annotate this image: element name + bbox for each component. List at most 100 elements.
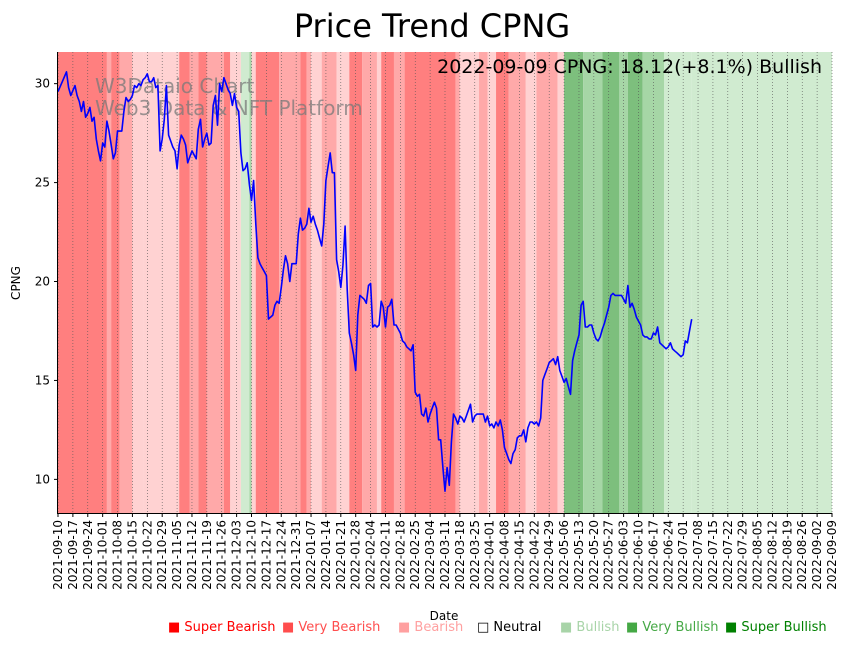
legend-item-very-bullish: ■ Very Bullish [626, 620, 718, 635]
sentiment-band-very-bearish [455, 52, 460, 513]
x-tick-label: 2022-08-26 [795, 520, 809, 590]
x-tick-label: 2021-12-17 [259, 520, 273, 590]
x-tick-label: 2022-05-13 [572, 520, 586, 590]
x-tick-label: 2021-11-26 [215, 520, 229, 590]
sentiment-band-bearish [132, 52, 144, 513]
x-axis-label: Date [430, 609, 459, 623]
x-tick-label: 2021-10-15 [125, 520, 139, 590]
watermark: W3Dataio Chart Web3 Data & NFT Platform [95, 74, 363, 120]
sentiment-band-super-bearish [111, 52, 120, 513]
sentiment-band-very-bearish [321, 52, 337, 513]
x-tick-label: 2022-03-25 [468, 520, 482, 590]
sentiment-band-bearish [459, 52, 480, 513]
legend-label: Bullish [576, 620, 620, 635]
legend-swatch-icon: ■ [725, 620, 742, 635]
sentiment-bands [58, 52, 832, 513]
legend-swatch-icon: ■ [168, 620, 185, 635]
sentiment-band-super-bullish [627, 52, 643, 513]
sentiment-band-bearish [251, 52, 256, 513]
y-tick-label: 10 [35, 472, 50, 486]
y-tick-label: 30 [35, 77, 50, 91]
date-gridlines [57, 52, 833, 513]
legend-item-very-bearish: ■ Very Bearish [282, 620, 380, 635]
y-axis-ticks: 10 15 20 25 30 [35, 77, 58, 486]
x-tick-label: 2022-07-22 [721, 520, 735, 590]
x-tick-label: 2021-10-29 [155, 520, 169, 590]
sentiment-band-very-bearish [206, 52, 224, 513]
legend-item-super-bearish: ■ Super Bearish [168, 620, 276, 635]
x-tick-label: 2022-03-11 [438, 520, 452, 590]
y-axis-label: CPNG [9, 266, 23, 300]
x-tick-label: 2022-05-20 [587, 520, 601, 590]
y-tick-label: 20 [35, 275, 50, 289]
x-tick-label: 2021-10-22 [140, 520, 154, 590]
x-tick-label: 2021-09-24 [81, 520, 95, 590]
chart-title: Price Trend CPNG [294, 7, 570, 45]
legend-item-neutral: □ Neutral [477, 620, 541, 635]
sentiment-band-bearish [336, 52, 350, 513]
sentiment-band-bearish [311, 52, 322, 513]
x-tick-label: 2022-02-25 [408, 520, 422, 590]
x-tick-label: 2021-10-08 [111, 520, 125, 590]
watermark-line-1: W3Dataio Chart [95, 74, 255, 98]
sentiment-band-super-bearish [300, 52, 307, 513]
sentiment-band-bullish [691, 52, 832, 513]
legend-label: Very Bullish [642, 620, 719, 635]
y-tick-label: 15 [35, 373, 50, 387]
x-tick-label: 2021-11-05 [170, 520, 184, 590]
legend: ■ Super Bearish ■ Very Bearish ■ Bearish □ … [0, 620, 848, 640]
x-tick-label: 2022-04-22 [527, 520, 541, 590]
x-tick-label: 2022-01-21 [334, 520, 348, 590]
watermark-line-2: Web3 Data & NFT Platform [95, 96, 363, 120]
x-tick-label: 2022-07-15 [706, 520, 720, 590]
x-tick-label: 2022-01-07 [304, 520, 318, 590]
legend-label: Super Bullish [741, 620, 827, 635]
x-tick-label: 2021-11-12 [185, 520, 199, 590]
x-tick-label: 2022-04-01 [483, 520, 497, 590]
x-tick-label: 2021-11-19 [200, 520, 214, 590]
legend-swatch-icon: ■ [560, 620, 577, 635]
legend-label: Super Bearish [184, 620, 276, 635]
x-tick-label: 2022-06-24 [661, 520, 675, 590]
sentiment-band-super-bearish [381, 52, 394, 513]
x-tick-label: 2021-12-31 [289, 520, 303, 590]
x-tick-label: 2022-08-05 [751, 520, 765, 590]
sentiment-band-very-bearish [279, 52, 301, 513]
sentiment-band-super-bearish [349, 52, 363, 513]
legend-item-bullish: ■ Bullish [560, 620, 619, 635]
sentiment-band-very-bearish [508, 52, 526, 513]
legend-label: Neutral [493, 620, 542, 635]
sentiment-band-very-bearish [189, 52, 199, 513]
sentiment-band-super-bearish [179, 52, 190, 513]
sentiment-band-very-bearish [479, 52, 488, 513]
x-tick-label: 2022-07-29 [736, 520, 750, 590]
x-tick-label: 2022-08-12 [765, 520, 779, 590]
sentiment-band-bearish [525, 52, 537, 513]
x-tick-label: 2021-12-24 [274, 520, 288, 590]
sentiment-band-bearish [230, 52, 241, 513]
x-tick-label: 2022-04-08 [498, 520, 512, 590]
sentiment-band-very-bearish [106, 52, 112, 513]
sentiment-band-very-bearish [393, 52, 405, 513]
x-tick-label: 2022-02-04 [364, 520, 378, 590]
sentiment-band-super-bearish [496, 52, 509, 513]
sentiment-band-very-bullish [619, 52, 628, 513]
sentiment-band-bullish [240, 52, 250, 513]
x-tick-label: 2022-02-11 [378, 520, 392, 590]
y-tick-label: 25 [35, 176, 50, 190]
x-tick-label: 2022-09-09 [825, 520, 839, 590]
sentiment-band-super-bullish [564, 52, 584, 513]
x-tick-label: 2022-01-28 [349, 520, 363, 590]
legend-swatch-icon: ■ [626, 620, 643, 635]
x-tick-label: 2022-08-19 [780, 520, 794, 590]
sentiment-band-bearish [557, 52, 565, 513]
x-tick-label: 2022-06-10 [632, 520, 646, 590]
sentiment-band-super-bearish [58, 52, 107, 513]
x-tick-label: 2022-05-27 [602, 520, 616, 590]
sentiment-band-super-bearish [223, 52, 231, 513]
sentiment-band-very-bearish [362, 52, 377, 513]
x-tick-label: 2022-02-18 [393, 520, 407, 590]
sentiment-band-bearish [143, 52, 180, 513]
x-tick-label: 2022-05-06 [557, 520, 571, 590]
x-axis-ticks: 2021-09-10 2021-09-17 2021-09-24 2021-10-01… [51, 513, 839, 590]
